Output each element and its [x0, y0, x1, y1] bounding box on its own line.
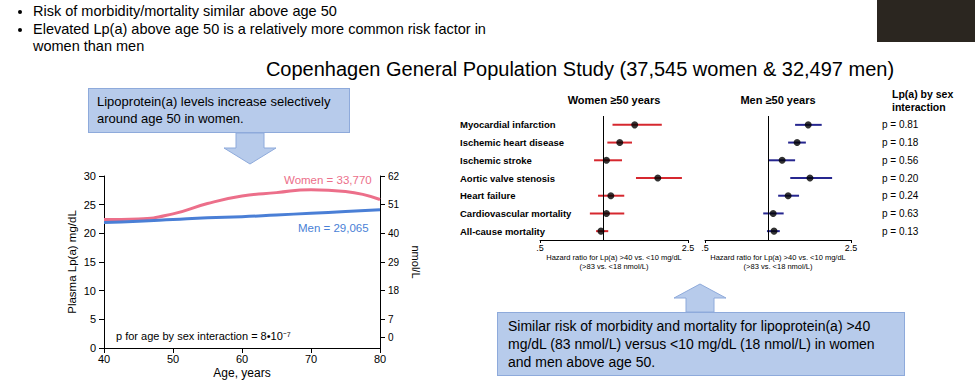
svg-text:Plasma Lp(a) mg/dL: Plasma Lp(a) mg/dL: [66, 210, 78, 314]
svg-text:2.5: 2.5: [682, 243, 695, 253]
svg-text:p = 0.13: p = 0.13: [882, 226, 919, 237]
svg-text:80: 80: [374, 353, 386, 365]
svg-text:Men = 29,065: Men = 29,065: [298, 222, 369, 234]
svg-text:p = 0.18: p = 0.18: [882, 137, 919, 148]
svg-text:70: 70: [305, 353, 317, 365]
svg-text:15: 15: [84, 256, 96, 268]
svg-text:0: 0: [388, 332, 394, 343]
svg-text:Age, years: Age, years: [213, 366, 270, 380]
html-text:Lipoprotein(a) levels increase: Lipoprotein(a) levels increase selective…: [97, 94, 331, 126]
svg-text:p = 0.81: p = 0.81: [882, 119, 919, 130]
svg-text:(>83 vs. <18 nmol/L): (>83 vs. <18 nmol/L): [580, 262, 649, 271]
svg-text:Ischemic stroke: Ischemic stroke: [460, 155, 532, 166]
svg-text:.5: .5: [536, 243, 544, 253]
svg-text:0: 0: [90, 342, 96, 354]
svg-text:18: 18: [388, 285, 400, 296]
svg-text:30: 30: [84, 170, 96, 182]
html-text:Lp(a) by sex interaction: Lp(a) by sex interaction: [892, 88, 954, 113]
svg-text:29: 29: [388, 257, 400, 268]
svg-text:Cardiovascular mortality: Cardiovascular mortality: [460, 208, 572, 219]
svg-text:51: 51: [388, 199, 400, 210]
svg-text:All-cause mortality: All-cause mortality: [460, 226, 546, 237]
svg-text:p = 0.20: p = 0.20: [882, 173, 919, 184]
svg-text:p for age by sex interaction =: p for age by sex interaction = 8•10⁻⁷: [116, 330, 291, 342]
svg-text:Heart failure: Heart failure: [460, 190, 515, 201]
svg-text:Ischemic heart disease: Ischemic heart disease: [460, 137, 564, 148]
svg-text:50: 50: [167, 353, 179, 365]
html-text:Similar risk of morbidity and: Similar risk of morbidity and mortality …: [508, 318, 875, 370]
svg-text:p = 0.24: p = 0.24: [882, 190, 919, 201]
svg-text:62: 62: [388, 171, 400, 182]
svg-text:Women ≥50 years: Women ≥50 years: [568, 94, 661, 106]
svg-text:Hazard ratio for Lp(a) >40 vs.: Hazard ratio for Lp(a) >40 vs. <10 mg/dL: [546, 253, 682, 262]
svg-text:10: 10: [84, 285, 96, 297]
svg-text:25: 25: [84, 199, 96, 211]
svg-text:7: 7: [388, 314, 394, 325]
svg-text:Men ≥50 years: Men ≥50 years: [740, 94, 815, 106]
svg-text:Women = 33,770: Women = 33,770: [284, 174, 372, 186]
svg-text:2.5: 2.5: [845, 243, 858, 253]
svg-text:(>83 vs. <18 nmol/L): (>83 vs. <18 nmol/L): [744, 262, 813, 271]
svg-text:Aortic valve stenosis: Aortic valve stenosis: [460, 173, 555, 184]
svg-text:Myocardial infarction: Myocardial infarction: [460, 119, 556, 130]
svg-text:40: 40: [388, 228, 400, 239]
html-text:Copenhagen General Population: Copenhagen General Population Study (37,…: [265, 58, 895, 80]
svg-text:p = 0.63: p = 0.63: [882, 208, 919, 219]
svg-text:Hazard ratio for Lp(a) >40 vs.: Hazard ratio for Lp(a) >40 vs. <10 mg/dL: [710, 253, 846, 262]
svg-text:5: 5: [90, 313, 96, 325]
svg-text:60: 60: [236, 353, 248, 365]
svg-text:nmol/L: nmol/L: [410, 245, 422, 278]
svg-text:40: 40: [98, 353, 110, 365]
svg-text:20: 20: [84, 227, 96, 239]
html-text:Risk of morbidity/mortality si: Risk of morbidity/mortality similar abov…: [33, 3, 337, 19]
svg-text:.5: .5: [701, 243, 709, 253]
html-text:Elevated Lp(a) above age 50 is: Elevated Lp(a) above age 50 is a relativ…: [33, 20, 486, 54]
svg-text:p = 0.56: p = 0.56: [882, 155, 919, 166]
